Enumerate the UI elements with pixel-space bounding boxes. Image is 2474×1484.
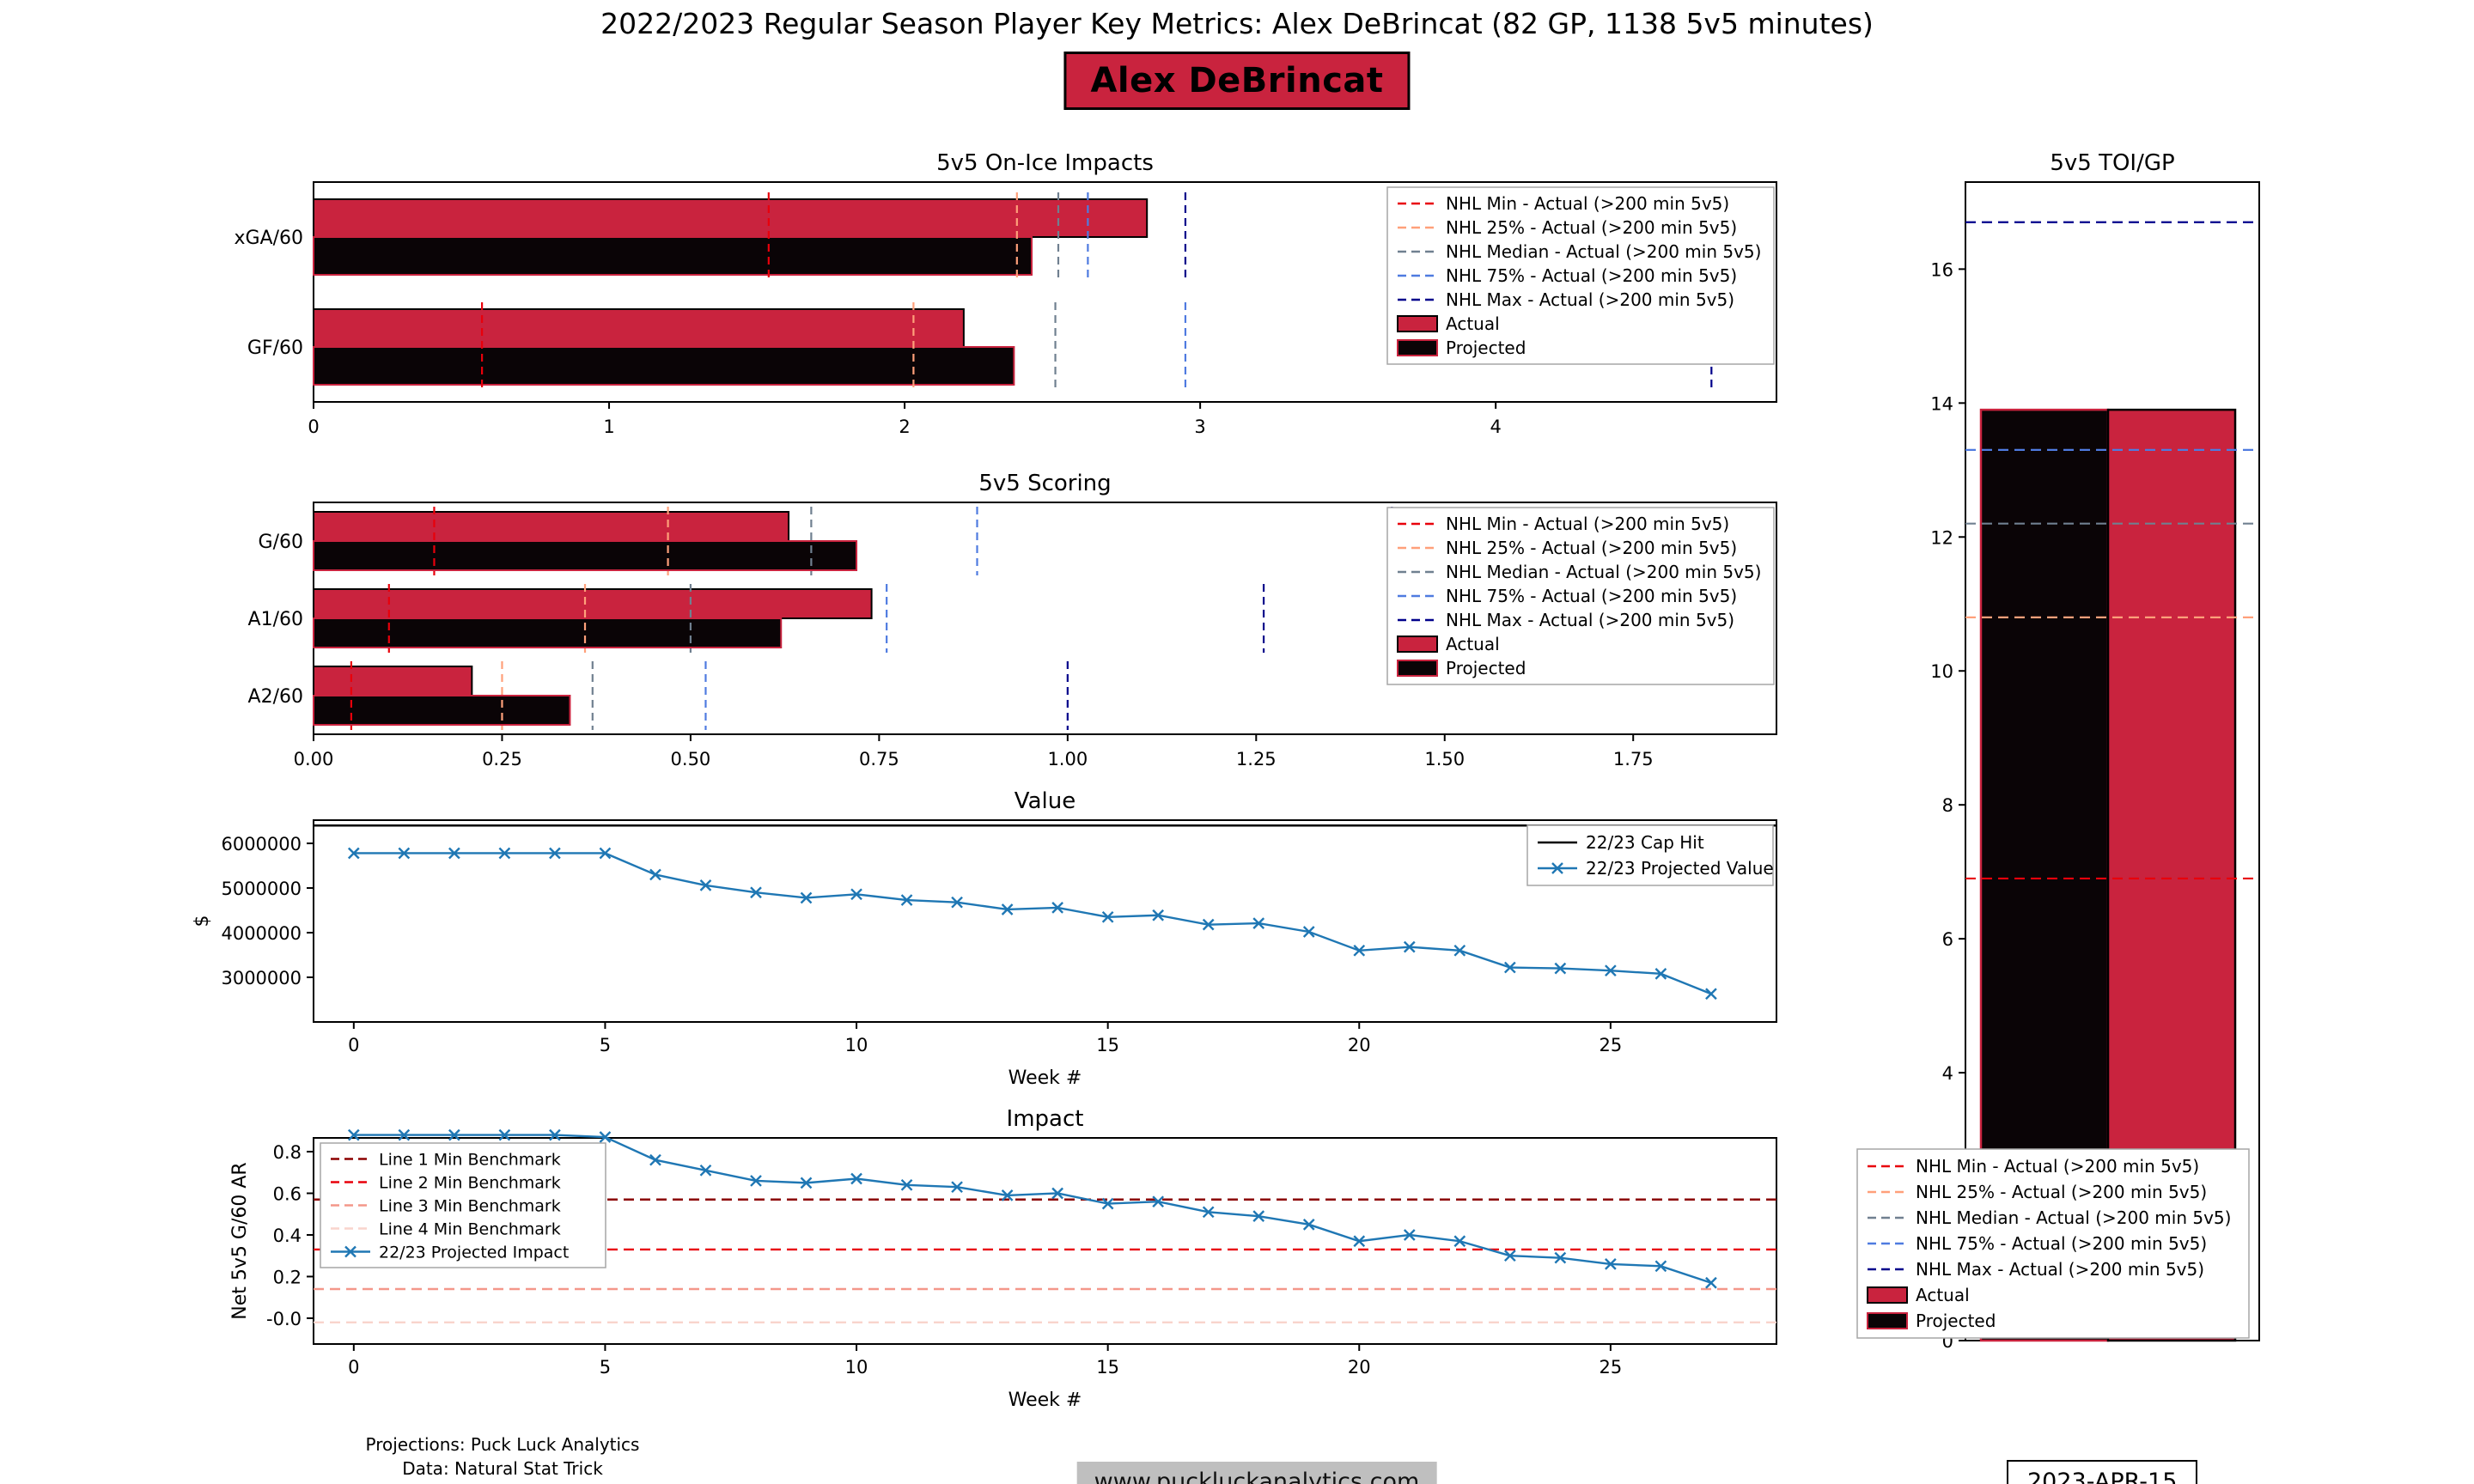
svg-text:22/23 Cap Hit: 22/23 Cap Hit bbox=[1586, 832, 1704, 853]
svg-text:NHL Min - Actual (>200 min 5v5: NHL Min - Actual (>200 min 5v5) bbox=[1446, 514, 1729, 534]
svg-text:Actual: Actual bbox=[1446, 313, 1500, 334]
svg-text:0.50: 0.50 bbox=[671, 749, 711, 769]
svg-text:0.00: 0.00 bbox=[294, 749, 334, 769]
svg-text:0: 0 bbox=[348, 1357, 359, 1378]
svg-text:25: 25 bbox=[1600, 1357, 1623, 1378]
svg-text:6: 6 bbox=[1942, 929, 1953, 950]
svg-text:0.8: 0.8 bbox=[273, 1142, 302, 1163]
credits-block: Projections: Puck Luck Analytics Data: N… bbox=[335, 1432, 670, 1484]
svg-text:NHL Median - Actual (>200 min: NHL Median - Actual (>200 min 5v5) bbox=[1446, 241, 1761, 262]
svg-text:5: 5 bbox=[600, 1035, 611, 1055]
svg-text:0.6: 0.6 bbox=[273, 1183, 302, 1204]
svg-text:5v5 Scoring: 5v5 Scoring bbox=[978, 471, 1111, 496]
svg-text:NHL 25% - Actual (>200 min 5v5: NHL 25% - Actual (>200 min 5v5) bbox=[1916, 1182, 2207, 1202]
svg-text:NHL Min - Actual (>200 min 5v5: NHL Min - Actual (>200 min 5v5) bbox=[1916, 1156, 2199, 1177]
chart-impact: -0.0 0.2 0.4 0.6 0.8 0 5 10 15 20 25 Impact Week # Ne… bbox=[229, 1106, 1777, 1411]
svg-text:NHL 75% - Actual (>200 min 5v5: NHL 75% - Actual (>200 min 5v5) bbox=[1916, 1233, 2207, 1254]
svg-text:$: $ bbox=[192, 915, 213, 928]
svg-text:6000000: 6000000 bbox=[221, 834, 302, 855]
svg-text:20: 20 bbox=[1348, 1035, 1371, 1055]
svg-text:0.75: 0.75 bbox=[859, 749, 899, 769]
svg-text:22/23 Projected Value: 22/23 Projected Value bbox=[1586, 858, 1774, 879]
svg-text:NHL Median - Actual (>200 min: NHL Median - Actual (>200 min 5v5) bbox=[1446, 562, 1761, 582]
svg-text:A2/60: A2/60 bbox=[248, 686, 303, 708]
svg-text:Projected: Projected bbox=[1446, 338, 1526, 358]
svg-text:5v5 TOI/GP: 5v5 TOI/GP bbox=[2050, 150, 2174, 176]
svg-text:Value: Value bbox=[1015, 788, 1076, 814]
svg-text:Impact: Impact bbox=[1007, 1106, 1084, 1132]
svg-text:NHL Max - Actual (>200 min 5v5: NHL Max - Actual (>200 min 5v5) bbox=[1446, 610, 1734, 630]
svg-text:Net 5v5 G/60 AR: Net 5v5 G/60 AR bbox=[229, 1162, 251, 1319]
svg-text:Week #: Week # bbox=[1008, 1390, 1082, 1411]
svg-text:Actual: Actual bbox=[1916, 1285, 1970, 1305]
credit-projections: Projections: Puck Luck Analytics bbox=[365, 1434, 640, 1455]
svg-text:GF/60: GF/60 bbox=[247, 338, 303, 359]
svg-text:1.75: 1.75 bbox=[1613, 749, 1654, 769]
svg-text:25: 25 bbox=[1600, 1035, 1623, 1055]
svg-text:1.00: 1.00 bbox=[1047, 749, 1088, 769]
chart-scoring: G/60 A1/60 A2/60 0.00 0.25 0.50 0.75 1.00 1.25 1.… bbox=[248, 471, 1777, 769]
svg-text:NHL 25% - Actual (>200 min 5v5: NHL 25% - Actual (>200 min 5v5) bbox=[1446, 538, 1737, 558]
svg-text:xGA/60: xGA/60 bbox=[234, 228, 303, 249]
svg-text:Line 4 Min Benchmark: Line 4 Min Benchmark bbox=[379, 1220, 561, 1239]
svg-text:Line 3 Min Benchmark: Line 3 Min Benchmark bbox=[379, 1197, 561, 1216]
svg-text:-0.0: -0.0 bbox=[266, 1309, 302, 1329]
svg-text:5v5 On-Ice Impacts: 5v5 On-Ice Impacts bbox=[936, 150, 1154, 176]
svg-text:20: 20 bbox=[1348, 1357, 1371, 1378]
svg-text:NHL Max - Actual (>200 min 5v5: NHL Max - Actual (>200 min 5v5) bbox=[1446, 289, 1734, 310]
svg-text:1.25: 1.25 bbox=[1236, 749, 1277, 769]
svg-text:4000000: 4000000 bbox=[221, 923, 302, 944]
svg-text:NHL Median - Actual (>200 min: NHL Median - Actual (>200 min 5v5) bbox=[1916, 1207, 2231, 1228]
chart-value: 3000000 4000000 5000000 6000000 0 5 10 15 20 25 Va… bbox=[192, 788, 1777, 1089]
svg-text:4: 4 bbox=[1942, 1063, 1953, 1084]
svg-text:NHL Max - Actual (>200 min 5v5: NHL Max - Actual (>200 min 5v5) bbox=[1916, 1259, 2204, 1280]
svg-text:14: 14 bbox=[1930, 393, 1953, 414]
svg-text:NHL 75% - Actual (>200 min 5v5: NHL 75% - Actual (>200 min 5v5) bbox=[1446, 265, 1737, 286]
svg-text:0: 0 bbox=[308, 417, 319, 437]
svg-text:Line 2 Min Benchmark: Line 2 Min Benchmark bbox=[379, 1174, 561, 1193]
svg-text:3: 3 bbox=[1194, 417, 1205, 437]
player-name-badge: Alex DeBrincat bbox=[1063, 52, 1411, 110]
svg-text:NHL 75% - Actual (>200 min 5v5: NHL 75% - Actual (>200 min 5v5) bbox=[1446, 586, 1737, 606]
svg-text:12: 12 bbox=[1930, 527, 1953, 548]
date-label: 2023-APR-15 bbox=[2007, 1460, 2198, 1484]
svg-text:15: 15 bbox=[1096, 1357, 1119, 1378]
svg-text:Actual: Actual bbox=[1446, 634, 1500, 654]
svg-text:10: 10 bbox=[1930, 661, 1953, 682]
svg-text:Projected: Projected bbox=[1916, 1311, 1996, 1331]
svg-text:0: 0 bbox=[348, 1035, 359, 1055]
svg-text:Line 1 Min Benchmark: Line 1 Min Benchmark bbox=[379, 1151, 561, 1170]
svg-text:5000000: 5000000 bbox=[221, 879, 302, 899]
svg-text:1: 1 bbox=[603, 417, 614, 437]
svg-text:A1/60: A1/60 bbox=[248, 609, 303, 630]
svg-text:5: 5 bbox=[600, 1357, 611, 1378]
credit-data-source: Data: Natural Stat Trick bbox=[402, 1458, 603, 1479]
svg-text:0.4: 0.4 bbox=[273, 1226, 302, 1246]
svg-text:Week #: Week # bbox=[1008, 1067, 1082, 1089]
svg-text:NHL Min - Actual (>200 min 5v5: NHL Min - Actual (>200 min 5v5) bbox=[1446, 193, 1729, 214]
svg-text:G/60: G/60 bbox=[259, 532, 303, 553]
svg-text:8: 8 bbox=[1942, 795, 1953, 816]
credit-cap-data: Cap Data: CapFriendly bbox=[335, 1481, 670, 1484]
svg-text:2: 2 bbox=[899, 417, 910, 437]
svg-text:0.25: 0.25 bbox=[482, 749, 522, 769]
svg-text:3000000: 3000000 bbox=[221, 968, 302, 988]
svg-text:4: 4 bbox=[1490, 417, 1501, 437]
svg-text:1.50: 1.50 bbox=[1424, 749, 1465, 769]
svg-text:10: 10 bbox=[845, 1357, 868, 1378]
svg-text:22/23 Projected Impact: 22/23 Projected Impact bbox=[379, 1244, 569, 1262]
svg-text:15: 15 bbox=[1096, 1035, 1119, 1055]
svg-text:NHL 25% - Actual (>200 min 5v5: NHL 25% - Actual (>200 min 5v5) bbox=[1446, 217, 1737, 238]
svg-text:Projected: Projected bbox=[1446, 658, 1526, 678]
chart-on-ice-impacts: xGA/60 GF/60 0 1 2 3 4 5v5 On-Ice Impacts NHL Mi… bbox=[234, 150, 1777, 437]
website-link[interactable]: www.puckluckanalytics.com bbox=[1076, 1462, 1437, 1484]
svg-text:10: 10 bbox=[845, 1035, 868, 1055]
page-title: 2022/2023 Regular Season Player Key Metr… bbox=[600, 7, 1874, 40]
svg-text:0.2: 0.2 bbox=[273, 1267, 302, 1287]
svg-text:16: 16 bbox=[1930, 259, 1953, 280]
